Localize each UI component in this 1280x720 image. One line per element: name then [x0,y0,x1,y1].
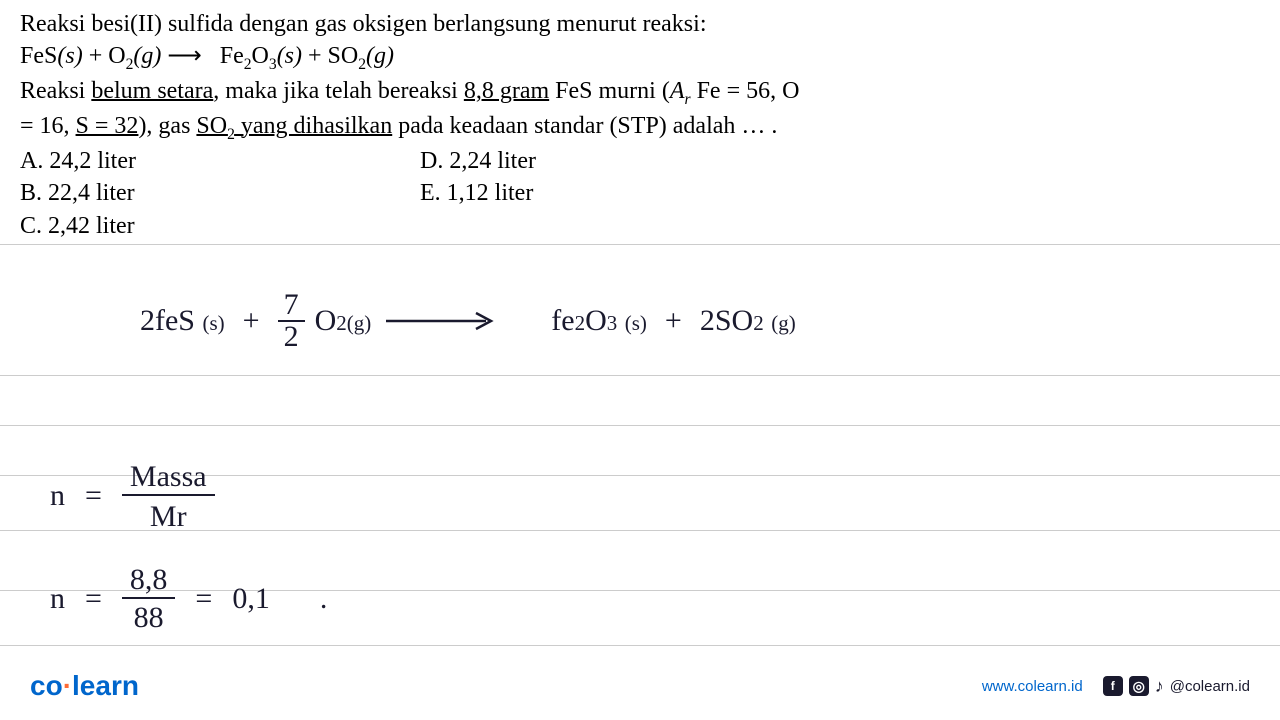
underlined-text: SO2 yang dihasilkan [196,113,392,139]
text: FeS murni ( [549,78,670,104]
facebook-icon[interactable]: f [1103,676,1123,696]
option-a: A. 24,2 liter [20,145,420,177]
hw-plus: + [243,304,260,338]
hw-fraction-calc: 8,8 88 [122,565,176,633]
text: = 16, [20,113,76,139]
footer: co·learn www.colearn.id f ◎ ♪ @colearn.i… [0,670,1280,702]
underlined-text: S = 32 [76,113,139,139]
notebook-line [0,375,1280,376]
eq-state: (s) [57,43,82,69]
social-handle: @colearn.id [1170,678,1250,695]
question-block: Reaksi besi(II) sulfida dengan gas oksig… [0,0,1280,242]
hw-frac-den: 2 [278,322,305,352]
eq-arrow: ⟶ [161,43,207,69]
hw-n-formula: n = Massa Mr [50,460,215,532]
so2: SO [196,113,227,139]
hw-2so2: 2SO2 (g) [700,304,796,338]
logo-dot: · [63,670,72,701]
hw-frac-num: 7 [278,290,305,322]
hw-n: n [50,479,65,513]
option-d: D. 2,24 liter [420,145,1260,177]
chemical-equation: FeS(s) + O2(g) ⟶ Fe2O3(s) + SO2(g) [20,40,1260,75]
question-line-3: Reaksi belum setara, maka jika telah ber… [20,75,1260,110]
social-icons: f ◎ ♪ @colearn.id [1103,676,1250,697]
question-line-4: = 16, S = 32), gas SO2 yang dihasilkan p… [20,110,1260,145]
options-row-1: A. 24,2 liter D. 2,24 liter [20,145,1260,177]
notebook-line [0,425,1280,426]
hw-dot: . [320,582,328,616]
eq-state: (s) [277,43,302,69]
so2-sub: 2 [227,126,235,143]
hw-balanced-equation: 2feS (s) + 7 2 O2(g) fe2O3 (s) + 2SO2 (g… [140,290,796,352]
eq-fes: FeS [20,43,57,69]
tiktok-icon[interactable]: ♪ [1155,676,1164,697]
hw-mr: Mr [142,496,195,532]
option-c: C. 2,42 liter [20,210,420,242]
hw-fraction-massa: Massa Mr [122,460,215,532]
text: Reaksi [20,78,91,104]
text: Fe = 56, O [691,78,800,104]
eq-plus: + SO [302,43,358,69]
option-e: E. 1,12 liter [420,177,1260,209]
text: ), gas [138,113,196,139]
options-row-3: C. 2,42 liter [20,210,1260,242]
eq-sub: 3 [269,56,277,73]
underlined-text: belum setara [91,78,213,104]
hw-result: 0,1 [232,582,270,616]
handwriting-area: 2feS (s) + 7 2 O2(g) fe2O3 (s) + 2SO2 (g… [0,245,1280,665]
eq-o: O [252,43,269,69]
ar-symbol: A [670,78,685,104]
eq-sub: 2 [358,56,366,73]
logo-co: co [30,670,63,701]
options-row-2: B. 22,4 liter E. 1,12 liter [20,177,1260,209]
hw-2fes: 2feS (s) [140,304,225,338]
text: pada keadaan standar (STP) adalah … . [392,113,777,139]
hw-arrow-icon [381,309,501,333]
hw-equals: = [85,479,102,513]
hw-num-88: 8,8 [122,565,176,599]
hw-fraction: 7 2 [278,290,305,352]
hw-equals: = [85,582,102,616]
hw-o2: O2(g) [315,304,372,338]
hw-n-calc: n = 8,8 88 = 0,1 . [50,565,327,633]
eq-plus: + O [83,43,126,69]
hw-n: n [50,582,65,616]
eq-state: (g) [366,43,394,69]
text: , maka jika telah bereaksi [213,78,464,104]
hw-massa: Massa [122,460,215,496]
underlined-text: 8,8 gram [464,78,549,104]
footer-right: www.colearn.id f ◎ ♪ @colearn.id [982,676,1250,697]
eq-fe2o3: Fe [220,43,244,69]
colearn-logo: co·learn [30,670,139,702]
notebook-line [0,645,1280,646]
hw-fe2o3: fe2O3 (s) [551,304,647,338]
hw-den-88: 88 [126,599,172,633]
option-b: B. 22,4 liter [20,177,420,209]
eq-state: (g) [133,43,161,69]
question-line-1: Reaksi besi(II) sulfida dengan gas oksig… [20,8,1260,40]
instagram-icon[interactable]: ◎ [1129,676,1149,696]
hw-plus: + [665,304,682,338]
logo-learn: learn [72,670,139,701]
hw-equals: = [195,582,212,616]
text: yang dihasilkan [235,113,392,139]
eq-sub: 2 [244,56,252,73]
website-link[interactable]: www.colearn.id [982,678,1083,695]
